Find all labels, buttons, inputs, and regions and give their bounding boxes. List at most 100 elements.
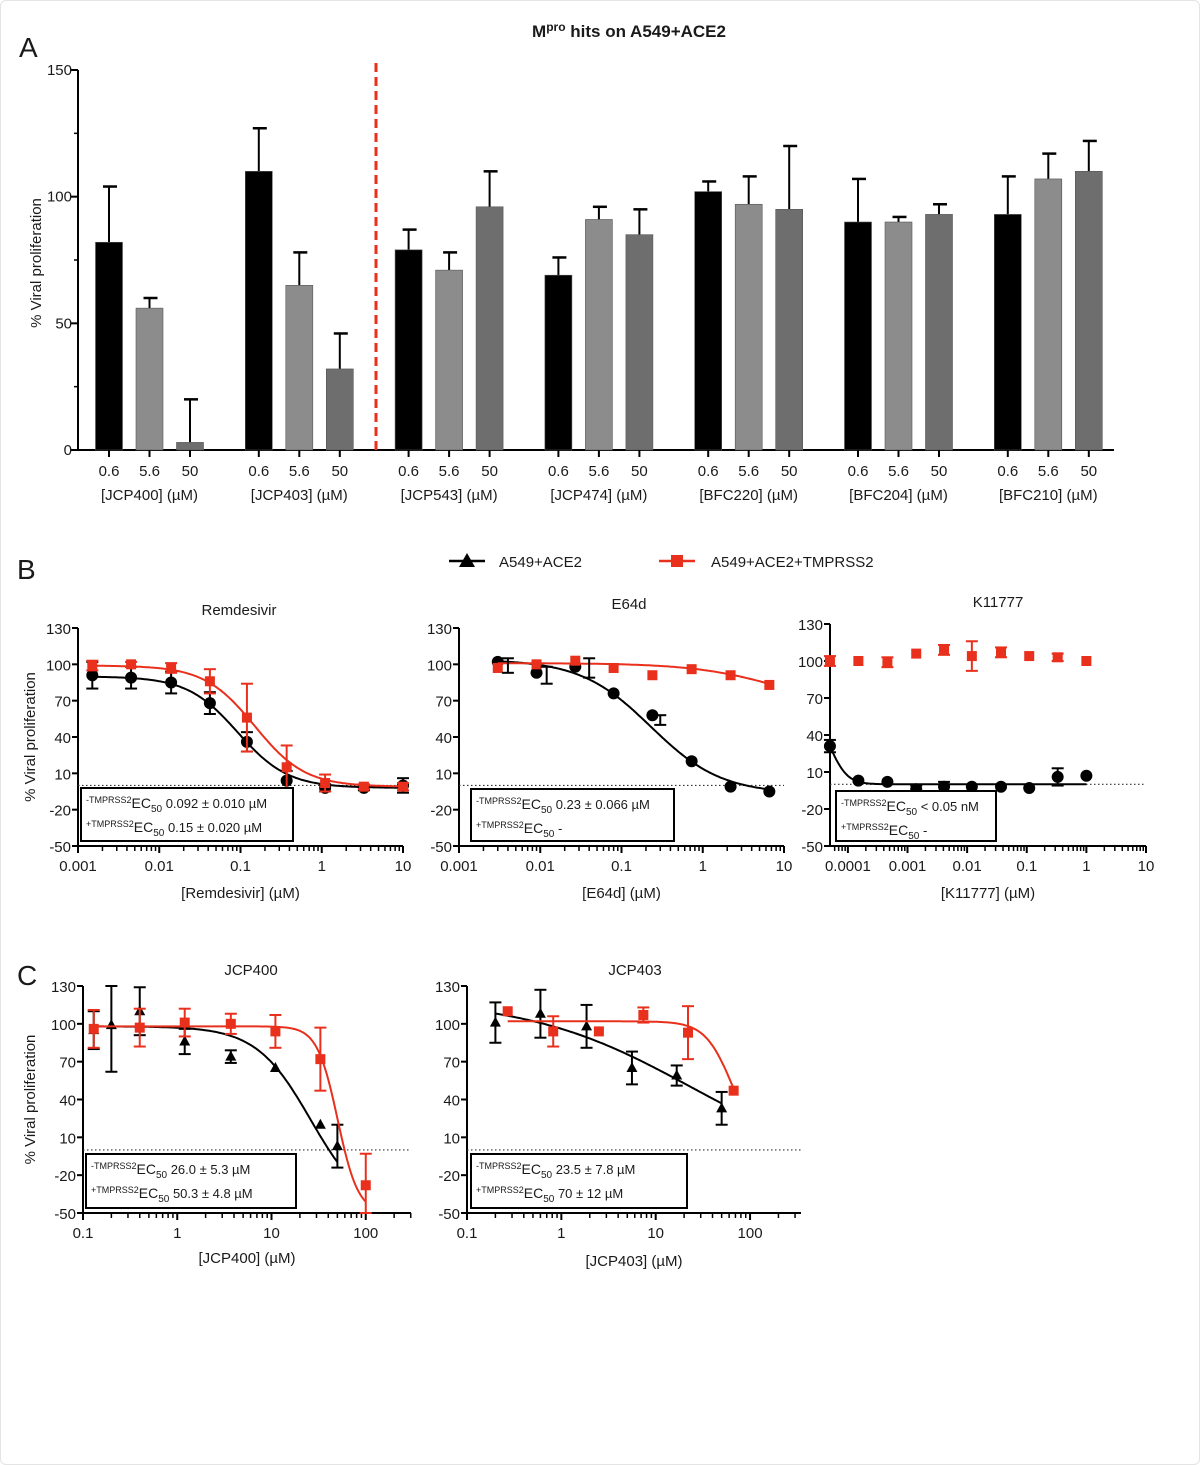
ec50-label: EC <box>889 822 908 838</box>
y-tick-label: -20 <box>430 803 452 820</box>
y-tick-label: 70 <box>435 694 452 711</box>
ec50-condition: -TMPRSS2 <box>86 795 132 805</box>
ec50-subscript: 50 <box>151 804 163 815</box>
data-point-circle <box>685 755 698 768</box>
data-point-circle <box>763 785 776 798</box>
ec50-box-frame <box>80 787 294 842</box>
data-point-square <box>87 660 98 671</box>
concentration-label: 0.6 <box>997 463 1018 480</box>
ec50-subscript: 50 <box>541 1170 553 1181</box>
panel-label-b: B <box>17 554 36 585</box>
dose-response-chart-jcp400: JCP400 -50 -20 10 40 70 100 130 0.1 1 10 100 [JCP400… <box>22 962 412 1267</box>
fit-curve <box>507 1020 735 1089</box>
x-tick-label: 100 <box>738 1225 763 1242</box>
bar <box>1034 178 1063 451</box>
bar <box>993 214 1022 451</box>
y-tick-label: -50 <box>49 839 71 856</box>
group-label: [JCP543] (µM) <box>401 487 498 504</box>
data-point-triangle <box>225 1050 237 1061</box>
bar <box>734 203 763 451</box>
ec50-value: 0.23 ± 0.066 µM <box>552 797 650 812</box>
data-point-circle <box>724 780 737 793</box>
bar <box>925 214 953 451</box>
ec50-line: +TMPRSS2EC50 50.3 ± 4.8 µM <box>91 1185 253 1205</box>
data-point-triangle <box>534 1007 546 1018</box>
data-point-circle <box>881 775 894 788</box>
data-point-circle <box>1023 782 1036 795</box>
data-point-square <box>853 656 864 666</box>
data-point-circle <box>965 780 978 793</box>
bar-group: 0.6 5.6 50 [JCP403] (µM) <box>245 127 354 504</box>
concentration-label: 5.6 <box>439 463 460 480</box>
bar <box>475 206 504 451</box>
ec50-condition: +TMPRSS2 <box>476 820 524 830</box>
data-point-square <box>608 662 619 673</box>
data-point-square <box>358 781 369 792</box>
series-ace2 <box>87 985 344 1169</box>
concentration-label: 0.6 <box>99 463 120 480</box>
y-tick-label: 40 <box>54 730 71 747</box>
y-tick-label: 100 <box>51 1017 76 1034</box>
data-point-square <box>683 1027 694 1038</box>
chart-title: JCP403 <box>608 962 661 979</box>
y-tick-label: 70 <box>59 1055 76 1072</box>
bar-chart-a: 0 50 100 150 % Viral proliferation 0.6 5.6 50 [J… <box>28 62 1114 504</box>
x-tick-label: 10 <box>263 1225 280 1242</box>
data-point-square <box>1052 652 1063 663</box>
ec50-subscript: 50 <box>153 828 165 839</box>
y-tick-label: 150 <box>47 62 72 79</box>
data-point-square <box>996 647 1007 658</box>
title-superscript: pro <box>546 20 565 34</box>
data-point-square <box>570 655 581 666</box>
y-tick-label: 0 <box>64 442 72 459</box>
data-point-circle <box>646 709 659 722</box>
ec50-box-frame <box>85 1153 297 1209</box>
bar-group: 0.6 5.6 50 [BFC220] (µM) <box>694 144 804 504</box>
data-point-circle <box>1051 770 1064 783</box>
y-tick-label: -20 <box>801 802 823 819</box>
ec50-line: +TMPRSS2EC50 70 ± 12 µM <box>476 1185 623 1205</box>
data-point-circle <box>607 687 620 700</box>
bar <box>95 241 123 451</box>
ec50-line: +TMPRSS2EC50 - <box>476 820 562 840</box>
data-point-square <box>166 662 177 673</box>
concentration-label: 50 <box>481 463 498 480</box>
bar <box>775 209 804 451</box>
y-tick-label: 100 <box>427 657 452 674</box>
data-point-square <box>647 670 658 681</box>
y-tick-label: -50 <box>438 1206 460 1223</box>
concentration-label: 5.6 <box>289 463 310 480</box>
ec50-label: EC <box>134 819 153 835</box>
data-point-square <box>1081 656 1092 666</box>
dose-response-chart-jcp403: JCP403 -50 -20 10 40 70 100 130 0.1 1 10 100 [JCP403… <box>435 962 801 1270</box>
ec50-value: < 0.05 nM <box>917 799 979 814</box>
y-tick-label: 10 <box>806 765 823 782</box>
series-ace2 <box>823 738 1093 796</box>
ec50-label: EC <box>132 795 151 811</box>
bar <box>285 285 314 451</box>
ec50-condition: +TMPRSS2 <box>91 1185 139 1195</box>
data-point-triangle <box>314 1118 326 1129</box>
data-point-square <box>270 1026 281 1037</box>
group-label: [JCP403] (µM) <box>251 487 348 504</box>
chart-title: Remdesivir <box>201 602 276 619</box>
data-point-square <box>725 670 736 681</box>
series-tmprss2 <box>823 640 1092 672</box>
y-tick-label: 10 <box>443 1130 460 1147</box>
ec50-value: 70 ± 12 µM <box>554 1186 623 1201</box>
data-point-circle <box>125 671 138 684</box>
ec50-label: EC <box>524 820 543 836</box>
data-point-triangle <box>105 1019 117 1030</box>
series-tmprss2 <box>87 1007 372 1214</box>
data-point-square <box>502 1006 513 1017</box>
data-point-square <box>281 762 292 773</box>
bar <box>844 221 872 451</box>
data-point-square <box>531 659 542 670</box>
data-point-square <box>764 679 775 690</box>
y-tick-label: 40 <box>806 728 823 745</box>
concentration-label: 5.6 <box>738 463 759 480</box>
chart-title: JCP400 <box>224 962 277 979</box>
data-point-triangle <box>626 1061 638 1072</box>
group-label: [BFC220] (µM) <box>699 487 798 504</box>
